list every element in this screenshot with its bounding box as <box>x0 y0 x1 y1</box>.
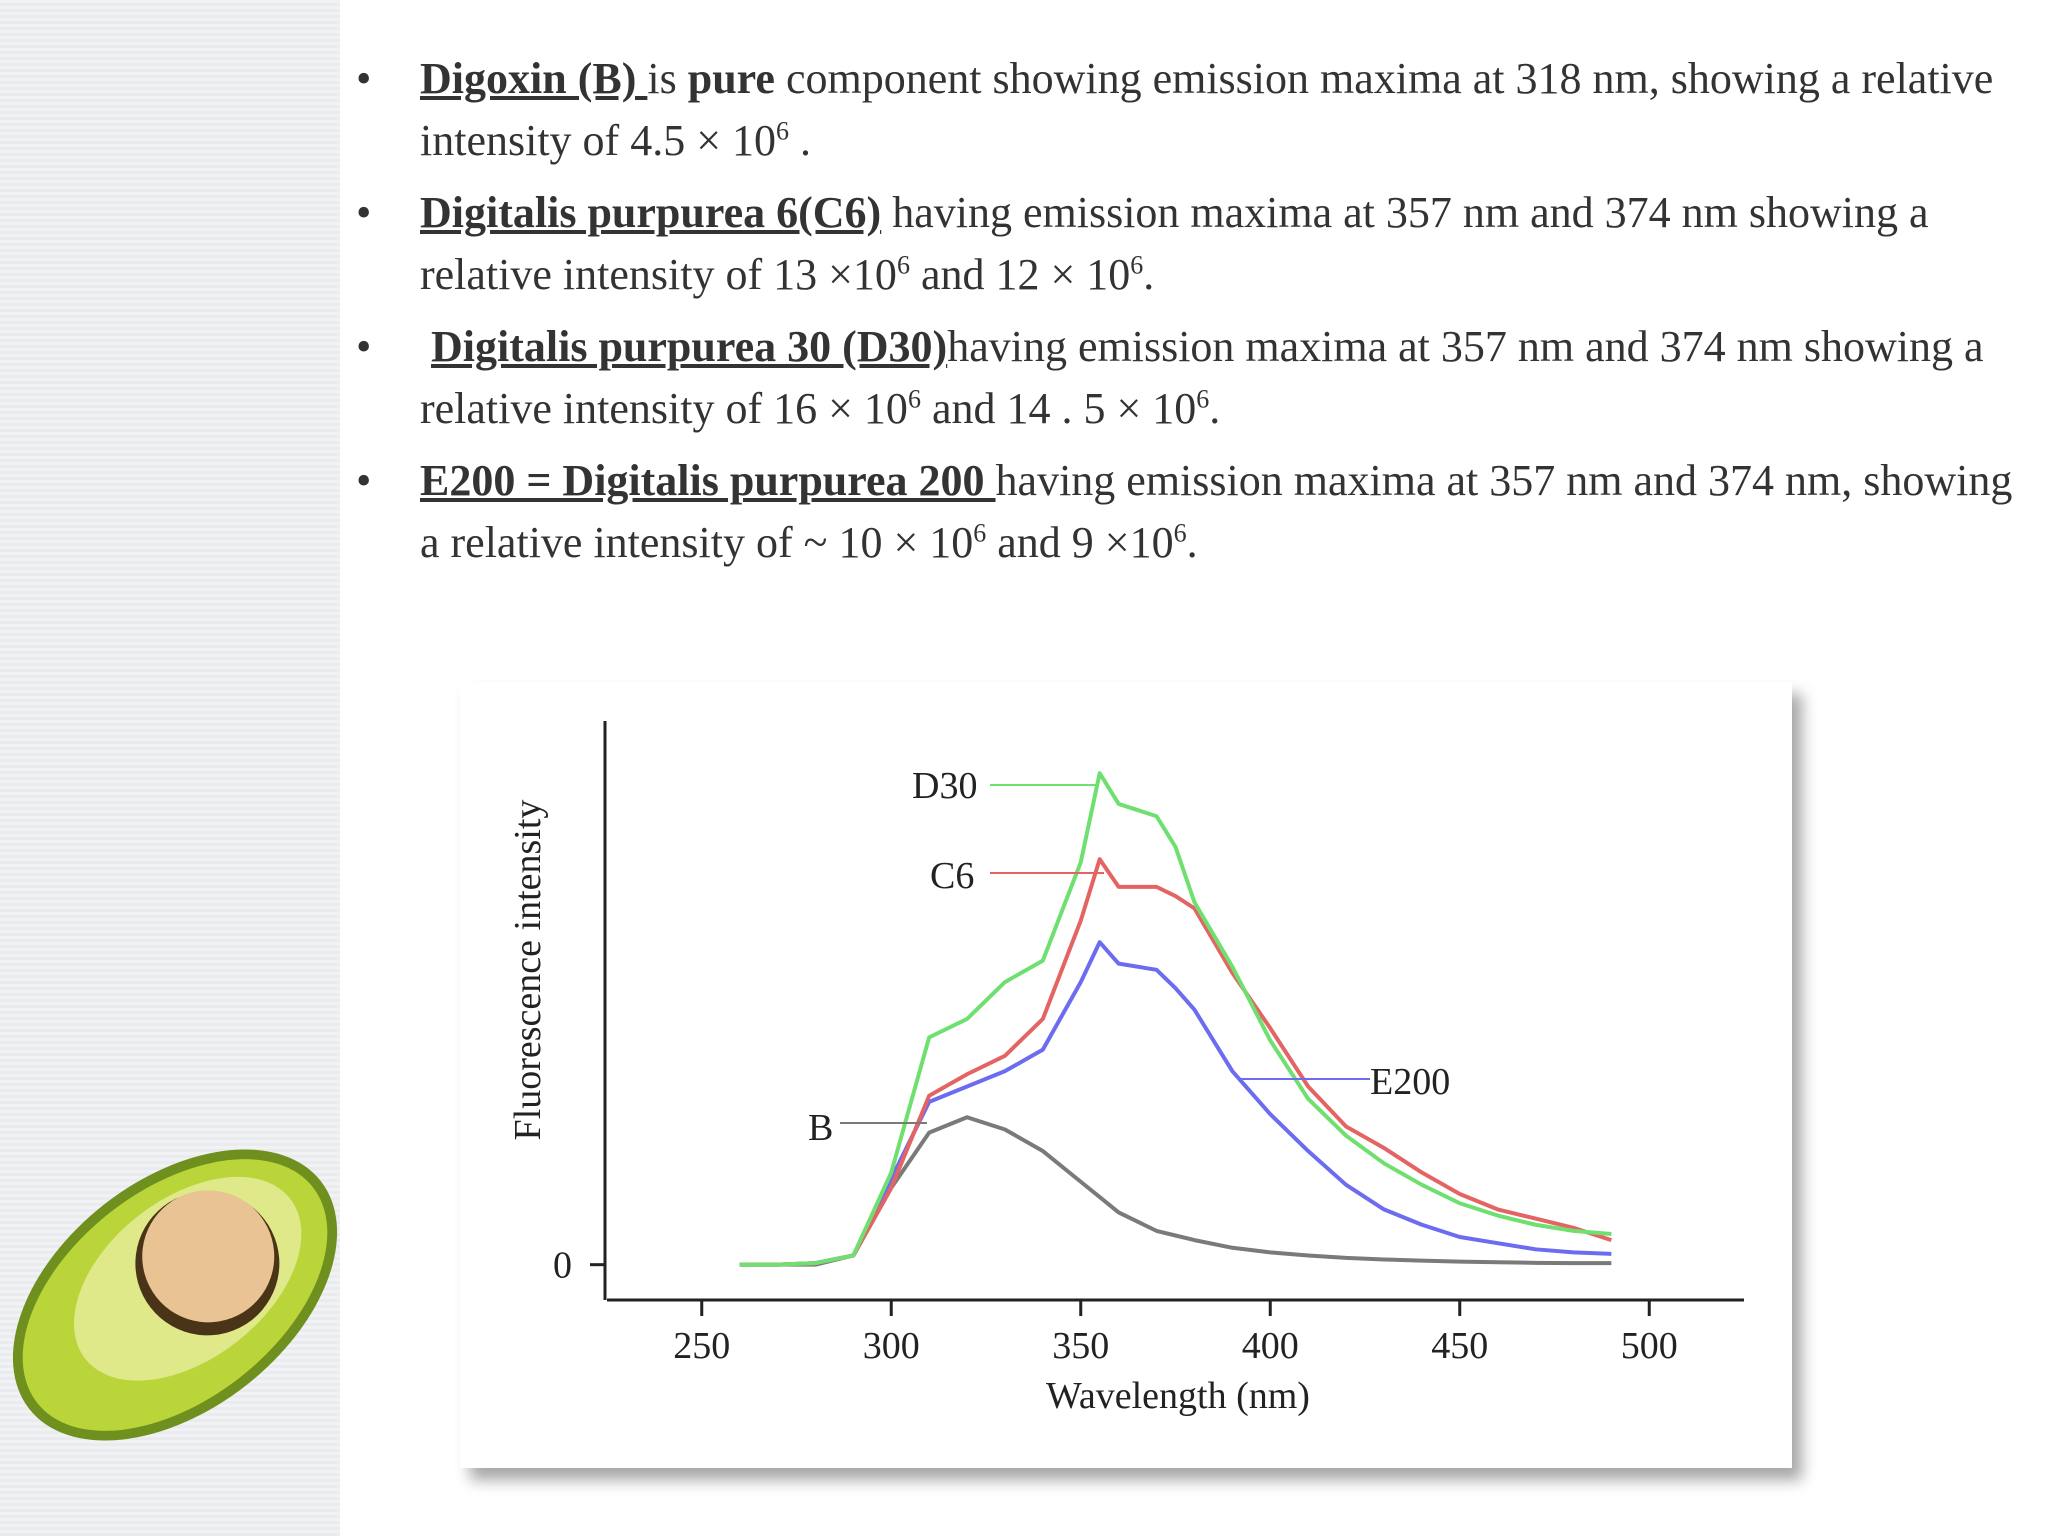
bullet: Digitalis purpurea 30 (D30)having emissi… <box>356 316 2040 440</box>
text: . <box>789 116 812 165</box>
series-line <box>739 857 1612 1267</box>
text: and 9 ×10 <box>986 518 1174 567</box>
x-tick-label: 450 <box>1431 1325 1488 1367</box>
avocado <box>12 1149 338 1441</box>
text: having emission maxima at 357 nm and 374… <box>420 322 1984 433</box>
text: and 14 . 5 × 10 <box>920 384 1197 433</box>
text: . <box>1209 384 1221 433</box>
series-line <box>739 771 1612 1267</box>
y-axis-label: Fluorescence intensity <box>507 800 549 1141</box>
x-tick-label: 400 <box>1242 1325 1299 1367</box>
series-label: B <box>808 1107 833 1149</box>
bullet-lead: Digitalis purpurea 30 (D30) <box>431 322 948 371</box>
bullet: Digoxin (B) is pure component showing em… <box>356 48 2040 172</box>
exponent: 6 <box>973 518 987 548</box>
exponent: 6 <box>1130 250 1144 280</box>
series-label: C6 <box>930 855 974 897</box>
text: pure <box>687 54 775 103</box>
text: and 12 × 10 <box>909 250 1131 299</box>
text: is <box>647 54 688 103</box>
series-line <box>739 940 1612 1267</box>
x-tick-label: 250 <box>673 1325 730 1367</box>
text: having emission maxima at 357 nm and 374… <box>420 188 1929 299</box>
text: having emission maxima at 357 nm and 374… <box>420 456 2013 567</box>
bullet-list: Digoxin (B) is pure component showing em… <box>350 48 2040 584</box>
text: component showing emission maxima at 318… <box>420 54 1994 165</box>
x-tick-label: 300 <box>863 1325 920 1367</box>
series-label: E200 <box>1370 1061 1450 1103</box>
x-tick-label: 500 <box>1621 1325 1678 1367</box>
x-tick-label: 350 <box>1052 1325 1109 1367</box>
exponent: 6 <box>1173 518 1187 548</box>
exponent: 6 <box>907 384 921 414</box>
text: . <box>1143 250 1155 299</box>
x-axis-label: Wavelength (nm) <box>1046 1375 1310 1417</box>
bullet-lead: E200 = Digitalis purpurea 200 <box>420 456 996 505</box>
bullet: E200 = Digitalis purpurea 200 having emi… <box>356 450 2040 574</box>
series-line <box>739 1115 1612 1267</box>
y-tick-label: 0 <box>553 1245 572 1287</box>
bullet: Digitalis purpurea 6(C6) having emission… <box>356 182 2040 306</box>
text: . <box>1186 518 1198 567</box>
exponent: 6 <box>776 116 790 146</box>
exponent: 6 <box>896 250 910 280</box>
chart-card <box>460 682 1792 1468</box>
exponent: 6 <box>1196 384 1210 414</box>
bullet-lead: Digoxin (B) <box>420 54 648 103</box>
series-label: D30 <box>912 765 977 807</box>
bullet-lead: Digitalis purpurea 6(C6) <box>420 188 882 237</box>
